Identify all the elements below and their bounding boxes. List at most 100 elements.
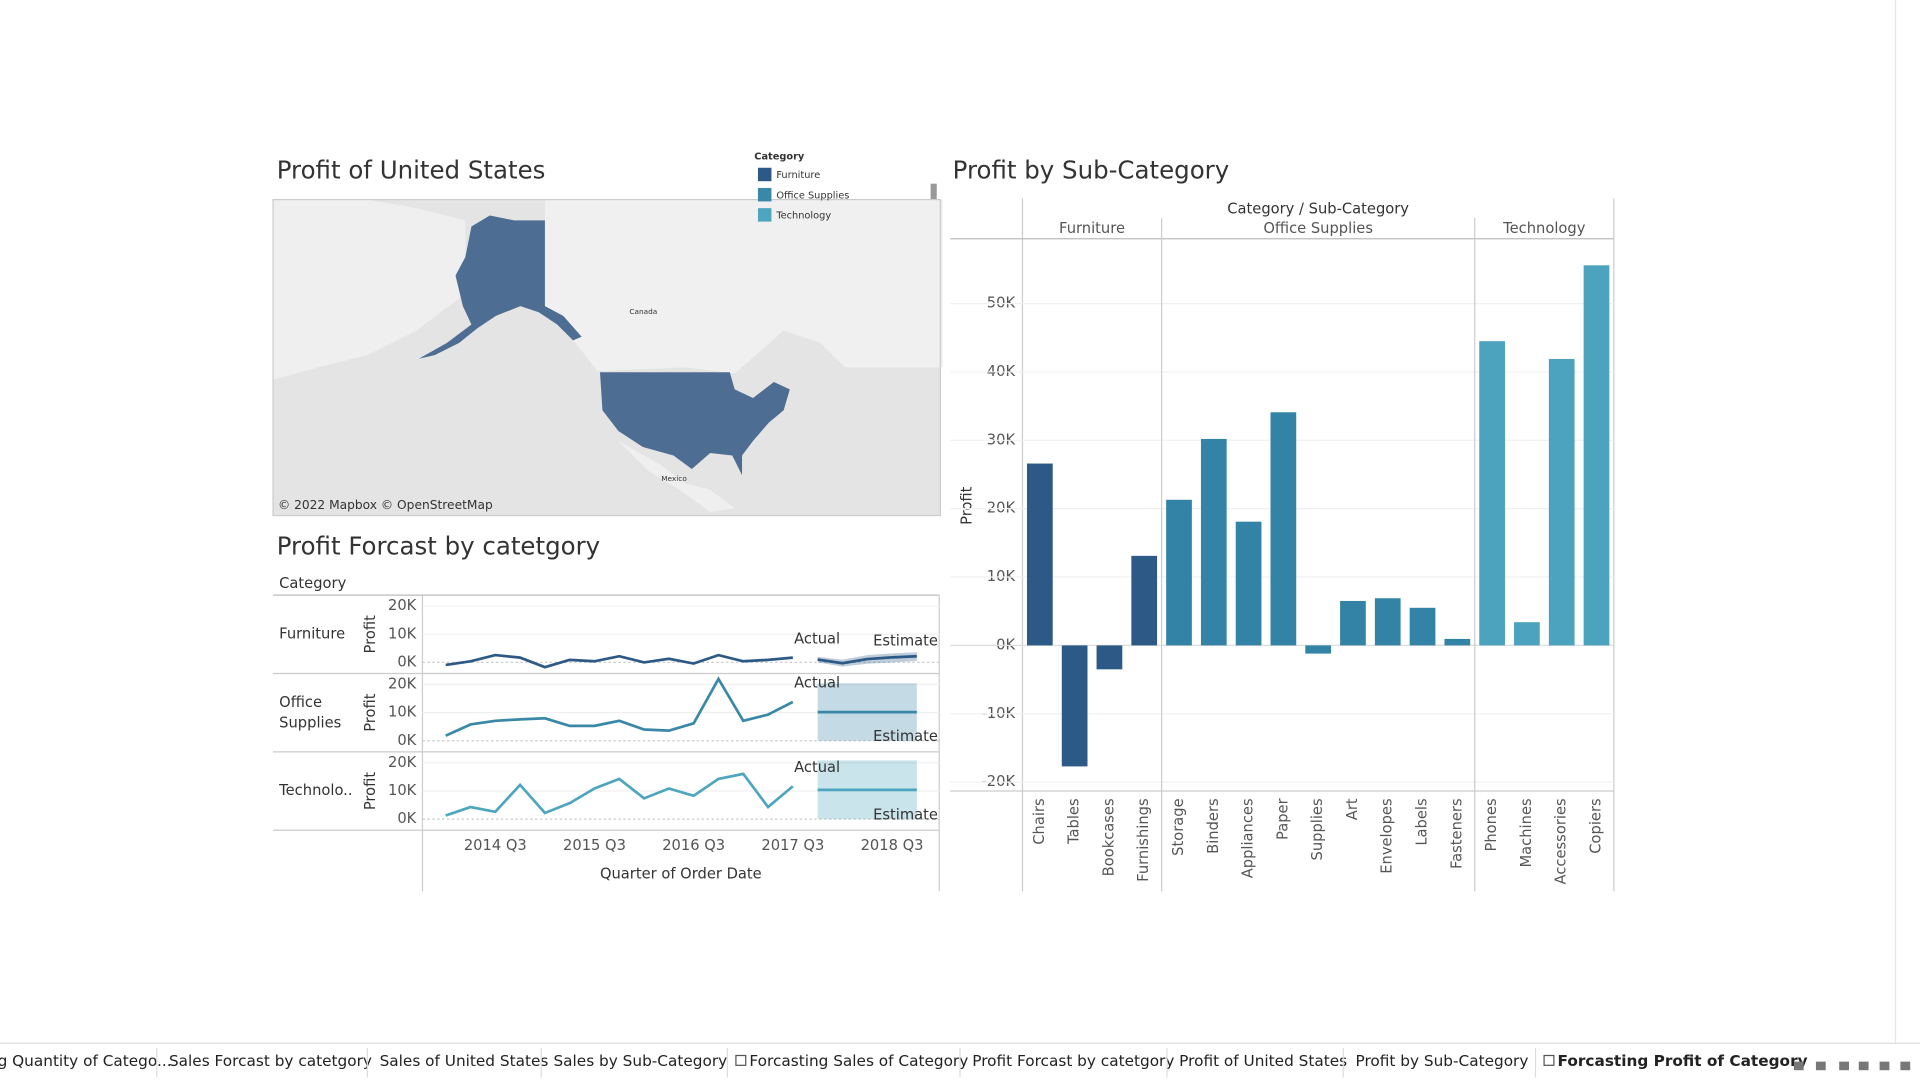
row-label: Technolo.. bbox=[278, 782, 352, 799]
row-label-line: Supplies bbox=[279, 715, 341, 732]
y-tick-label: 20K bbox=[388, 597, 417, 614]
legend-swatch bbox=[757, 167, 772, 182]
x-tick-label: Copiers bbox=[1587, 798, 1604, 853]
bar bbox=[1305, 645, 1332, 654]
y-axis-label: Profit bbox=[958, 486, 975, 525]
legend-title: Category bbox=[754, 152, 805, 163]
bar bbox=[1548, 358, 1575, 646]
x-tick-label: 2015 Q3 bbox=[563, 837, 626, 854]
header-label: Category / Sub-Category bbox=[1227, 200, 1409, 217]
place-label: Canada bbox=[629, 307, 657, 316]
x-tick-label: Appliances bbox=[1240, 798, 1257, 878]
actual-line bbox=[445, 772, 794, 817]
x-tick-label: Chairs bbox=[1031, 798, 1048, 844]
y-tick-label: 0K bbox=[397, 653, 416, 670]
annotation-estimate: Estimate bbox=[873, 807, 938, 824]
y-tick-label: 10K bbox=[388, 625, 417, 642]
annotation-estimate: Estimate bbox=[873, 728, 938, 745]
active-tab-bg bbox=[1533, 1044, 1778, 1080]
nav-button[interactable] bbox=[1793, 1061, 1804, 1071]
group-label: Furniture bbox=[1059, 220, 1125, 237]
nav-button[interactable] bbox=[1900, 1061, 1911, 1071]
annotation-estimate: Estimate bbox=[873, 633, 938, 650]
x-tick-label: Fasteners bbox=[1448, 798, 1465, 869]
y-tick-label: 20K bbox=[388, 676, 417, 693]
tab[interactable]: Sales Forcast by catetgory bbox=[169, 1052, 372, 1070]
tab[interactable]: Profit by Sub-Category bbox=[1356, 1052, 1529, 1070]
bar bbox=[1479, 341, 1505, 646]
bar bbox=[1583, 265, 1610, 646]
tab[interactable]: Profit of United States bbox=[1179, 1052, 1347, 1070]
x-tick-label: Machines bbox=[1518, 798, 1535, 867]
bar bbox=[1270, 412, 1297, 646]
y-tick-label: 20K bbox=[388, 754, 417, 771]
x-tick-label: Art bbox=[1344, 798, 1361, 820]
y-tick-label: 10K bbox=[388, 704, 417, 721]
y-axis-label: Profit bbox=[362, 772, 379, 811]
actual-line bbox=[445, 653, 793, 669]
chart-title: Profit Forcast by catetgory bbox=[277, 531, 600, 560]
actual-line bbox=[445, 676, 794, 737]
region-alaska bbox=[418, 215, 582, 359]
estimate-line bbox=[817, 654, 917, 665]
y-axis-label: Profit bbox=[362, 615, 379, 654]
tab[interactable]: Forcasting Profit of Category bbox=[1558, 1052, 1808, 1070]
map-attribution: © 2022 Mapbox © OpenStreetMap bbox=[278, 498, 493, 512]
map-border bbox=[272, 198, 942, 517]
chart-title: Profit of United States bbox=[277, 155, 546, 184]
bar bbox=[1235, 521, 1262, 646]
y-axis-label: Profit bbox=[362, 693, 379, 732]
bar bbox=[1200, 438, 1227, 646]
bar bbox=[1096, 645, 1123, 670]
x-tick-label: 2018 Q3 bbox=[861, 837, 924, 854]
x-tick-label: Labels bbox=[1414, 798, 1431, 845]
map-land-asia bbox=[273, 199, 466, 380]
row-header: Category bbox=[279, 575, 346, 592]
x-tick-label: Binders bbox=[1205, 798, 1222, 854]
nav-button[interactable] bbox=[1815, 1061, 1826, 1071]
tab[interactable]: Sales by Sub-Category bbox=[553, 1052, 727, 1070]
y-tick-label: 10K bbox=[388, 782, 417, 799]
x-tick-label: Phones bbox=[1483, 798, 1500, 851]
bar bbox=[1131, 555, 1158, 646]
legend-label: Office Supplies bbox=[776, 190, 849, 201]
y-tick-label: 0K bbox=[397, 810, 416, 827]
nav-button[interactable] bbox=[1839, 1061, 1849, 1071]
x-tick-label: Bookcases bbox=[1100, 798, 1117, 876]
row-label-line: Office bbox=[279, 694, 322, 711]
x-tick-label: 2014 Q3 bbox=[464, 837, 527, 854]
annotation-actual: Actual bbox=[794, 630, 840, 647]
bar bbox=[1026, 463, 1053, 646]
nav-button[interactable] bbox=[1879, 1061, 1890, 1071]
y-tick-label: 0K bbox=[397, 732, 416, 749]
x-tick-label: 2016 Q3 bbox=[662, 837, 725, 854]
nav-button[interactable] bbox=[1858, 1061, 1869, 1071]
annotation-actual: Actual bbox=[794, 675, 840, 692]
tab-icon bbox=[735, 1054, 747, 1066]
row-label: Furniture bbox=[279, 625, 345, 642]
tab[interactable]: Profit Forcast by catetgory bbox=[972, 1052, 1174, 1070]
region-us bbox=[600, 372, 790, 476]
bar bbox=[1409, 607, 1436, 646]
bar bbox=[1514, 622, 1540, 646]
bar bbox=[1061, 645, 1088, 767]
tab[interactable]: g Quantity of Catego... bbox=[0, 1052, 172, 1070]
map-land-canada bbox=[273, 199, 943, 374]
legend-scrollbar[interactable] bbox=[930, 183, 937, 201]
tab[interactable]: Sales of United States bbox=[380, 1052, 549, 1070]
x-tick-label: Furnishings bbox=[1135, 798, 1152, 881]
bar bbox=[1340, 600, 1366, 646]
group-label: Technology bbox=[1502, 220, 1586, 237]
x-tick-label: Accessories bbox=[1553, 798, 1570, 884]
row-label: Office Supplies bbox=[279, 694, 341, 732]
tab[interactable]: Forcasting Sales of Category bbox=[749, 1052, 968, 1070]
map-land-mexico bbox=[618, 440, 735, 512]
place-label: Mexico bbox=[661, 474, 687, 483]
x-tick-label: 2017 Q3 bbox=[761, 837, 824, 854]
x-tick-label: Storage bbox=[1170, 798, 1187, 855]
legend-swatch bbox=[757, 187, 772, 202]
x-tick-label: Envelopes bbox=[1379, 798, 1396, 873]
x-tick-label: Paper bbox=[1274, 797, 1291, 840]
legend-swatch bbox=[757, 208, 772, 222]
